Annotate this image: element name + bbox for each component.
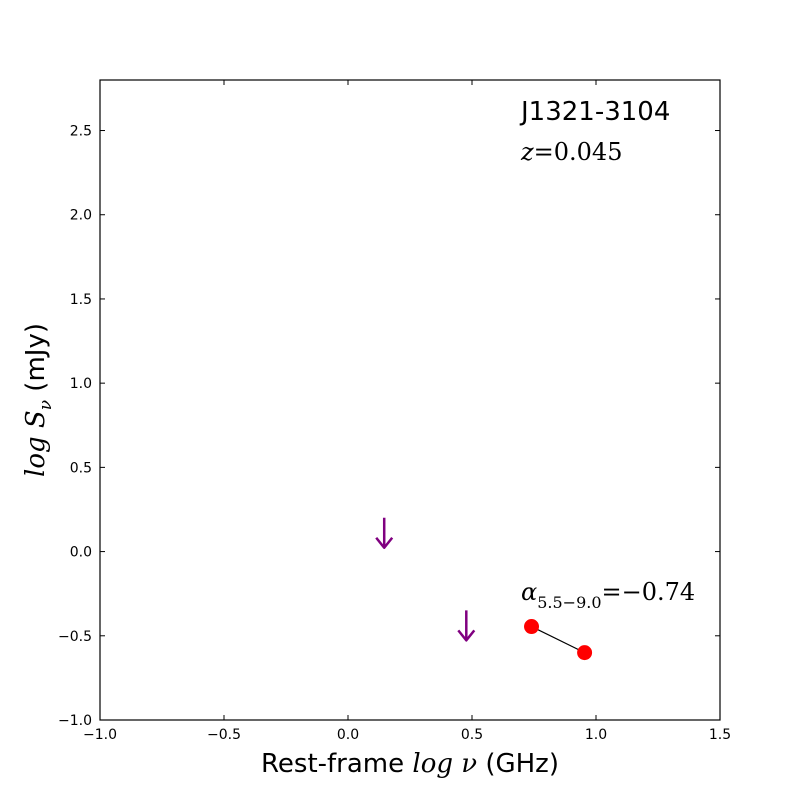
data-layer	[375, 517, 593, 661]
y-tick-label: 2.5	[70, 124, 92, 140]
y-tick-label: 0.5	[70, 460, 92, 476]
x-axis-title-prefix: Rest-frame	[261, 749, 412, 779]
x-axis-title-math: log ν	[412, 749, 477, 779]
y-axis-title-math: log S	[21, 410, 51, 477]
upper-limit-arrow	[375, 517, 394, 549]
y-tick-label: 1.0	[70, 376, 92, 392]
plot-frame	[99, 79, 721, 721]
x-tick-label: 1.0	[585, 727, 607, 743]
x-tick-label: −1.0	[83, 727, 117, 743]
alpha-subscript: 5.5−9.0	[537, 593, 601, 612]
redshift-value: =0.045	[534, 138, 623, 166]
upper-limit-arrow-head	[375, 536, 394, 549]
y-axis-title: log Sν (mJy)	[21, 323, 56, 477]
upper-limit-arrow-head	[457, 629, 476, 642]
y-tick-label: 2.0	[70, 208, 92, 224]
detection-point	[577, 645, 593, 661]
alpha-value: =−0.74	[602, 578, 696, 606]
spectral-index-annotation: α5.5−9.0=−0.74	[521, 578, 695, 612]
x-tick-label: 0.5	[461, 727, 483, 743]
x-tick-label: 0.0	[337, 727, 359, 743]
redshift-symbol: z	[520, 138, 534, 166]
x-axis-title: Rest-frame log ν (GHz)	[261, 749, 559, 779]
x-axis-title-suffix: (GHz)	[477, 749, 559, 779]
y-tick-label: −1.0	[58, 713, 92, 729]
source-name-annotation: J1321-3104	[519, 97, 670, 127]
y-tick-label: −0.5	[58, 629, 92, 645]
x-tick-label: −0.5	[207, 727, 241, 743]
y-tick-label: 1.5	[70, 292, 92, 308]
x-tick-label: 1.5	[709, 727, 731, 743]
alpha-symbol: α	[521, 578, 537, 606]
y-tick-label: 0.0	[70, 545, 92, 561]
y-axis-title-sub: ν	[36, 400, 56, 410]
y-axis-title-suffix: (mJy)	[21, 323, 51, 400]
spectral-fit-line	[531, 625, 585, 654]
ticks-layer: −1.0 −0.5 0.0 0.5 1.0 1.5 −1.0 −0.5 0.0 0.5 1.0 1.5…	[58, 80, 731, 743]
redshift-annotation: z=0.045	[520, 138, 622, 166]
detection-point	[524, 619, 540, 635]
upper-limit-arrow	[457, 610, 476, 642]
